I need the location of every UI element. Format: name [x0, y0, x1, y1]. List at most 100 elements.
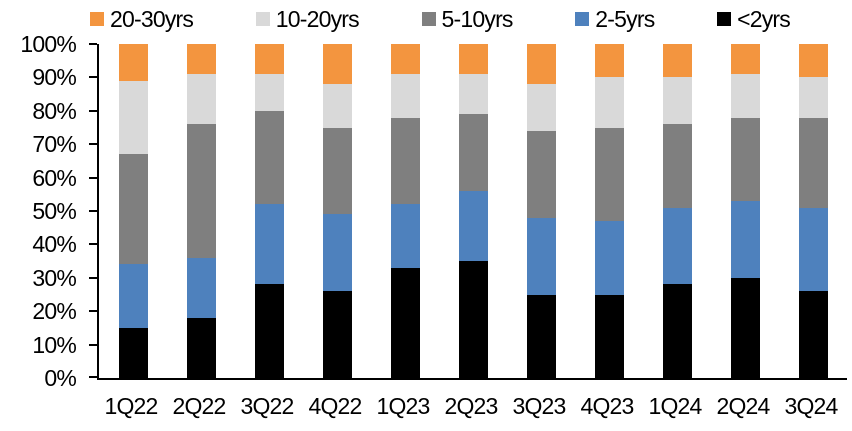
y-axis-tick-mark [89, 109, 97, 112]
y-axis-tick-label: 50% [32, 198, 76, 224]
bar-segment-2-5yrs [322, 214, 352, 292]
y-axis-tick-label: 60% [32, 164, 76, 191]
bar-segment-lt2yrs [662, 284, 692, 378]
y-axis-tick-label: 100% [20, 31, 76, 57]
bar-segment-10-20yrs [186, 74, 216, 125]
bar-segment-20-30yrs [730, 44, 760, 75]
bar-segment-10-20yrs [594, 77, 624, 128]
bar-slot-2q22 [167, 44, 235, 378]
stacked-bar-3q24 [798, 44, 828, 378]
bar-segment-10-20yrs [798, 77, 828, 118]
y-axis-tick-mark [89, 243, 97, 246]
x-axis-tick-label: 2Q24 [716, 393, 770, 419]
x-axis-tick-label: 1Q22 [104, 393, 158, 419]
bar-slot-2q24 [711, 44, 779, 378]
bar-segment-2-5yrs [526, 217, 556, 295]
bar-segment-20-30yrs [594, 44, 624, 78]
bar-segment-10-20yrs [526, 84, 556, 131]
y-axis-tick-mark [89, 276, 97, 279]
stacked-bar-1q24 [662, 44, 692, 378]
bar-segment-lt2yrs [458, 261, 488, 378]
bar-segment-5-10yrs [186, 124, 216, 258]
bar-segment-10-20yrs [254, 74, 284, 111]
bar-segment-lt2yrs [730, 277, 760, 378]
bar-segment-5-10yrs [322, 127, 352, 215]
y-axis-tick-label: 70% [32, 131, 76, 158]
bar-segment-20-30yrs [458, 44, 488, 75]
bar-segment-10-20yrs [458, 74, 488, 115]
bar-segment-lt2yrs [322, 291, 352, 378]
bar-segment-20-30yrs [662, 44, 692, 78]
bar-slot-2q23 [439, 44, 507, 378]
y-axis-tick-mark [89, 343, 97, 346]
bar-segment-2-5yrs [186, 257, 216, 318]
bar-segment-5-10yrs [118, 154, 148, 265]
bar-segment-2-5yrs [594, 221, 624, 295]
x-axis-tick-label: 4Q22 [308, 393, 362, 419]
bar-segment-lt2yrs [594, 294, 624, 378]
stacked-bar-2q24 [730, 44, 760, 378]
y-axis-labels: 0% 10% 20% 30% 40% 50% 60% 70% 80% 90% 100% [0, 32, 84, 390]
bar-segment-lt2yrs [186, 317, 216, 378]
y-axis-tick-mark [89, 310, 97, 313]
bar-segment-lt2yrs [526, 294, 556, 378]
stacked-bar-2q23 [458, 44, 488, 378]
bar-segment-2-5yrs [118, 264, 148, 328]
legend-item-label: 20-30yrs [110, 5, 194, 32]
legend-color-swatch-icon [90, 12, 104, 26]
bar-slot-3q23 [507, 44, 575, 378]
y-axis-tick-mark [89, 43, 97, 45]
bars-container [99, 44, 847, 378]
bar-segment-20-30yrs [390, 44, 420, 75]
legend-item-label: 10-20yrs [275, 5, 360, 32]
x-axis-tick-label: 3Q22 [240, 393, 294, 419]
stacked-bar-1q23 [390, 44, 420, 378]
y-axis-tick-mark [89, 210, 97, 212]
bar-segment-lt2yrs [254, 284, 284, 378]
stacked-bar-4q23 [594, 44, 624, 378]
bar-segment-10-20yrs [118, 80, 148, 155]
bar-segment-2-5yrs [798, 207, 828, 292]
bar-segment-lt2yrs [118, 327, 148, 378]
legend-item-label: 2-5yrs [595, 5, 655, 32]
bar-segment-20-30yrs [254, 44, 284, 75]
x-axis-tick-label: 3Q23 [512, 393, 566, 419]
bar-segment-20-30yrs [526, 44, 556, 85]
x-axis-tick-label: 4Q23 [580, 393, 634, 419]
bar-slot-4q23 [575, 44, 643, 378]
legend-item: 2-5yrs [575, 5, 655, 32]
stacked-bar-3q23 [526, 44, 556, 378]
bar-segment-2-5yrs [730, 201, 760, 278]
stacked-bar-3q22 [254, 44, 284, 378]
bar-segment-5-10yrs [458, 114, 488, 191]
x-axis-tick-label: 1Q23 [376, 393, 430, 419]
bar-segment-20-30yrs [186, 44, 216, 75]
x-axis-tick-label: 1Q24 [648, 393, 702, 419]
y-axis-tick-mark [89, 143, 97, 146]
bar-segment-2-5yrs [458, 190, 488, 262]
y-axis-tick-label: 10% [32, 331, 76, 358]
bar-segment-10-20yrs [730, 74, 760, 118]
legend-color-swatch-icon [717, 12, 732, 26]
bar-segment-5-10yrs [730, 117, 760, 201]
bar-segment-5-10yrs [526, 130, 556, 218]
legend-item-label: 5-10yrs [441, 5, 514, 32]
bar-segment-5-10yrs [594, 127, 624, 222]
bar-segment-5-10yrs [390, 117, 420, 205]
stacked-bar-4q22 [322, 44, 352, 378]
bar-segment-5-10yrs [662, 124, 692, 208]
bar-segment-5-10yrs [254, 110, 284, 205]
y-axis-tick-mark [89, 376, 97, 378]
bar-segment-lt2yrs [798, 291, 828, 378]
legend-item: 5-10yrs [421, 5, 514, 32]
bar-segment-lt2yrs [390, 267, 420, 378]
bar-segment-10-20yrs [322, 84, 352, 128]
y-axis-tick-label: 0% [44, 365, 76, 391]
y-axis-tick-label: 80% [32, 97, 76, 124]
stacked-bar-1q22 [118, 44, 148, 378]
bar-segment-20-30yrs [118, 44, 148, 81]
y-axis-tick-label: 20% [32, 298, 76, 325]
stacked-bar-2q22 [186, 44, 216, 378]
x-axis-labels: 1Q22 2Q22 3Q22 4Q22 1Q23 2Q23 3Q23 4Q23 1Q24 2Q24… [97, 392, 845, 422]
